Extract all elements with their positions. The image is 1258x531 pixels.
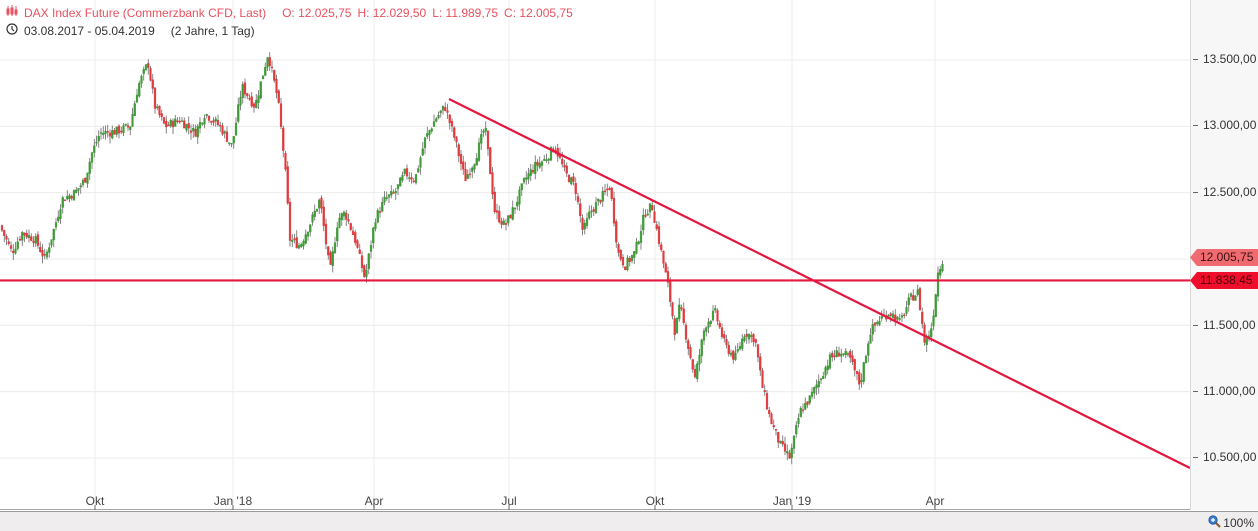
high-value: H: 12.029,50 [357,6,427,20]
candlestick-icon[interactable] [6,5,18,21]
date-range-row: 03.08.2017 - 05.04.2019 (2 Jahre, 1 Tag) [6,23,573,39]
y-tick: 11.000,00 [1193,384,1256,398]
last-price-tag: 12.005,75 [1190,249,1258,266]
zoom-in-icon[interactable] [1208,515,1222,531]
x-tick: Apr [925,494,945,508]
y-tick: 11.500,00 [1193,318,1256,332]
x-tick: Jul [501,494,517,508]
x-tick: Okt [645,494,665,508]
zoom-control[interactable]: 100% [1208,515,1254,531]
date-range: 03.08.2017 - 05.04.2019 [24,24,155,38]
candlestick-chart [0,0,1191,511]
duration: (2 Jahre, 1 Tag) [170,24,255,38]
zoom-level: 100% [1223,516,1254,530]
open-value: O: 12.025,75 [282,6,352,20]
horizontal-line-price-tag[interactable]: 11.838,45 [1190,272,1258,289]
status-bar: 100% [0,511,1258,531]
x-tick: Apr [364,494,384,508]
low-value: L: 11.989,75 [432,6,499,20]
y-tick: 13.500,00 [1193,52,1256,66]
clock-icon [6,23,18,39]
instrument-row: DAX Index Future (Commerzbank CFD, Last)… [6,5,573,21]
y-tick: 12.500,00 [1193,185,1256,199]
chart-plot-area[interactable] [0,0,1191,511]
chart-header: DAX Index Future (Commerzbank CFD, Last)… [6,5,573,39]
y-tick: 10.500,00 [1193,450,1256,464]
instrument-name: DAX Index Future (Commerzbank CFD, Last) [24,6,267,20]
x-tick: Jan '19 [772,494,812,508]
x-tick: Jan '18 [213,494,253,508]
close-value: C: 12.005,75 [504,6,573,20]
y-tick: 13.000,00 [1193,118,1256,132]
x-tick: Okt [85,494,105,508]
